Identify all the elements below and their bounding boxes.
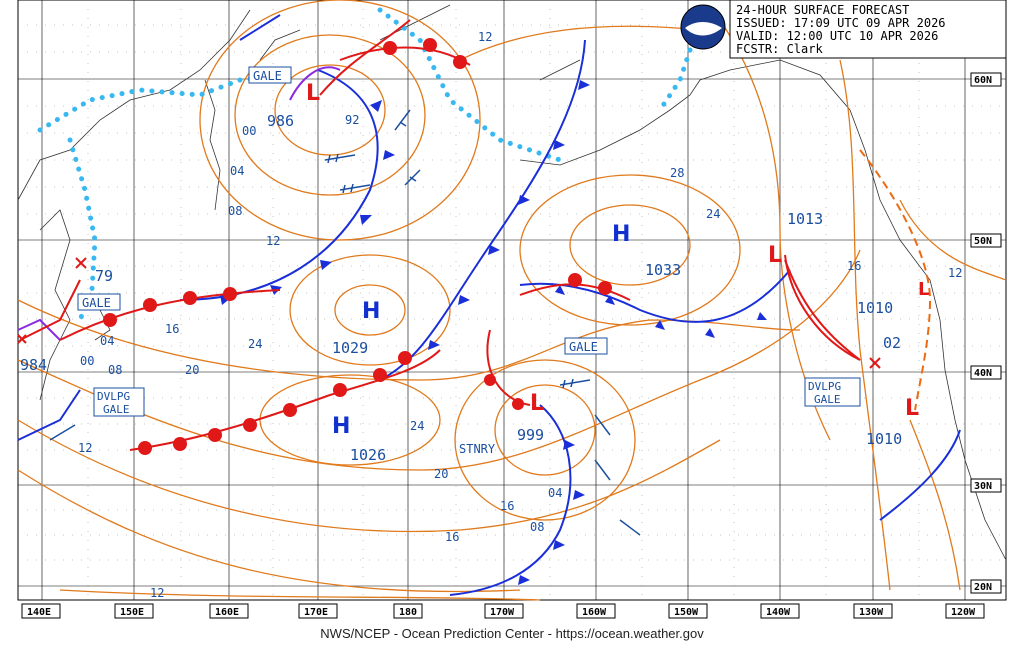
lat-label: 60N <box>974 75 992 86</box>
footer-credit: NWS/NCEP - Ocean Prediction Center - htt… <box>320 626 704 641</box>
lon-label: 140W <box>766 607 791 618</box>
latitude-labels: 60N 50N 40N 30N 20N <box>970 72 1002 594</box>
warm-fronts <box>59 46 861 451</box>
forecaster: FCSTR: Clark <box>736 42 823 56</box>
isobar-label: 20 <box>434 467 448 481</box>
isobar-label: 00 <box>242 124 256 138</box>
lon-label: 170W <box>490 607 515 618</box>
low-value-l3: 1013 <box>787 210 823 228</box>
isobar-label: 16 <box>445 530 459 544</box>
warm-front-bumps <box>103 38 612 455</box>
isobar-label: 24 <box>410 419 424 433</box>
lon-label: 150E <box>120 607 144 618</box>
lon-label: 180 <box>399 607 417 618</box>
isobar-label: 04 <box>548 486 562 500</box>
wind-barbs <box>49 109 641 536</box>
lat-label: 50N <box>974 236 992 247</box>
troughs <box>859 149 932 411</box>
isobar-label: 04 <box>100 334 114 348</box>
low-x-marks <box>17 257 881 369</box>
isobar-label: 12 <box>478 30 492 44</box>
high-marker-h3: H <box>612 222 630 247</box>
cold-front-pips <box>220 80 767 585</box>
valid-time: VALID: 12:00 UTC 10 APR 2026 <box>736 29 938 43</box>
high-marker-h2: H <box>332 414 350 439</box>
low-marker-l1: L <box>306 81 320 106</box>
occluded-fronts <box>17 66 341 341</box>
high-value-h3: 1033 <box>645 261 681 279</box>
isobar-label: 08 <box>530 520 544 534</box>
low-value-l7: 79 <box>95 267 113 285</box>
stationary-front-label: STNRY <box>459 442 496 456</box>
gale-warning-3: GALE <box>569 340 598 354</box>
lon-label: 160W <box>582 607 607 618</box>
low-marker-l3: L <box>768 243 782 268</box>
isobar-label: 12 <box>78 441 92 455</box>
pressure-centers: H 1029 H 1026 H 1033 L 986 L 999 L 1013 … <box>20 81 929 464</box>
isobar-label: 28 <box>670 166 684 180</box>
lon-label: 160E <box>215 607 239 618</box>
isobar-label: 08 <box>108 363 122 377</box>
gale-warning-2: GALE <box>82 296 111 310</box>
isobar-label: 08 <box>228 204 242 218</box>
lon-label: 120W <box>951 607 976 618</box>
low-value-l4: 1010 <box>857 299 893 317</box>
isobar-label: 04 <box>230 164 244 178</box>
movement-arrows <box>19 19 861 361</box>
low-value-l5: 1010 <box>866 430 902 448</box>
isobar-label: 20 <box>185 363 199 377</box>
high-value-h2: 1026 <box>350 446 386 464</box>
header-box: 24-HOUR SURFACE FORECAST ISSUED: 17:09 U… <box>680 0 1007 59</box>
high-marker-h1: H <box>362 299 380 324</box>
high-value-h1: 1029 <box>332 339 368 357</box>
lon-label: 170E <box>304 607 328 618</box>
lat-label: 20N <box>974 582 992 593</box>
isobar-label: 12 <box>948 266 962 280</box>
lat-label: 40N <box>974 368 992 379</box>
isobar-labels: 12 92 00 04 08 12 16 20 24 24 28 16 12 0… <box>78 30 962 600</box>
isobar-label: 16 <box>500 499 514 513</box>
longitude-labels: 140E 150E 160E 170E 180 170W 160W 150W 1… <box>21 603 985 619</box>
low-value-l8: 02 <box>883 334 901 352</box>
low-marker-l2: L <box>530 391 544 416</box>
isobar-label: 00 <box>80 354 94 368</box>
dvlpg-gale-warning-1: DVLPG GALE <box>97 390 130 416</box>
lat-label: 30N <box>974 481 992 492</box>
noaa-logo-bird <box>685 22 722 36</box>
dvlpg-gale-warning-2: DVLPG GALE <box>808 380 841 406</box>
gale-warning-1: GALE <box>253 69 282 83</box>
low-marker-l5: L <box>905 396 919 421</box>
low-marker-l4: L <box>918 279 929 300</box>
low-value-l1: 986 <box>267 112 294 130</box>
isobar-label: 12 <box>150 586 164 600</box>
isobar-label: 16 <box>165 322 179 336</box>
issued-time: ISSUED: 17:09 UTC 09 APR 2026 <box>736 16 946 30</box>
lon-label: 150W <box>674 607 699 618</box>
low-value-l6: 984 <box>20 356 47 374</box>
product-title: 24-HOUR SURFACE FORECAST <box>736 3 909 17</box>
isobar-label: 16 <box>847 259 861 273</box>
isobar-label: 12 <box>266 234 280 248</box>
isobars <box>17 0 1007 601</box>
lon-label: 130W <box>859 607 884 618</box>
low-value-l2: 999 <box>517 426 544 444</box>
isobar-label: 24 <box>706 207 720 221</box>
graticule <box>18 0 1006 600</box>
isobar-label: 24 <box>248 337 262 351</box>
lon-label: 140E <box>27 607 51 618</box>
isobar-label: 92 <box>345 113 359 127</box>
warnings: GALE GALE GALE DVLPG GALE DVLPG GALE <box>77 66 861 417</box>
